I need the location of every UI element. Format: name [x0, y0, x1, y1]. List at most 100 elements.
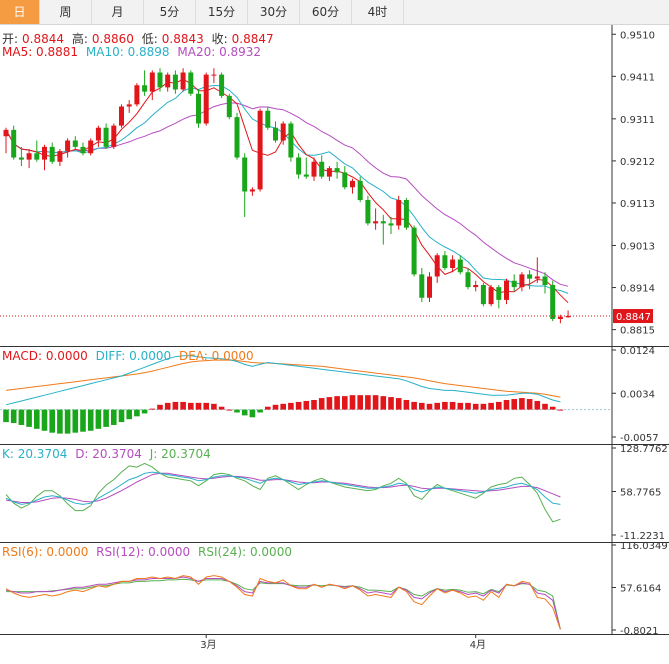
kdj-info: K: 20.3704 D: 20.3704 J: 20.3704: [2, 447, 215, 461]
tab-4[interactable]: 15分: [196, 0, 248, 24]
macd-bar-49: [380, 396, 387, 410]
candle-body-68: [527, 274, 533, 279]
macd-bar-55: [426, 403, 433, 410]
candle-body-30: [234, 117, 240, 158]
candle-body-54: [419, 274, 425, 298]
candle-body-4: [34, 153, 40, 160]
rsi-tick-label-2: -0.8021: [620, 626, 659, 637]
d-value: D: 20.3704: [75, 447, 142, 461]
candle-body-31: [242, 157, 248, 192]
candle-body-29: [226, 95, 232, 118]
macd-bar-1: [10, 409, 17, 424]
rsi-tick-label-1: 57.6164: [620, 584, 661, 595]
price-tick-label-3: 0.9212: [620, 157, 655, 168]
macd-bar-70: [542, 403, 548, 410]
candle-body-56: [434, 255, 440, 277]
tab-0[interactable]: 日: [0, 0, 40, 24]
tab-1[interactable]: 周: [40, 0, 92, 24]
candle-body-36: [280, 123, 286, 141]
kdj-tick-label-2: -11.2231: [620, 531, 665, 542]
candle-body-9: [72, 140, 78, 147]
macd-bar-38: [295, 401, 302, 410]
macd-bar-36: [280, 403, 286, 410]
tab-2[interactable]: 月: [92, 0, 144, 24]
candle-body-14: [111, 125, 117, 147]
period-tabs: 日周月 5分 15分 30分 60分 4时: [0, 0, 669, 25]
tab-5[interactable]: 30分: [248, 0, 300, 24]
diff-line: [5, 355, 561, 406]
macd-bar-61: [472, 403, 479, 410]
macd-bar-2: [18, 409, 25, 425]
candle-body-33: [257, 110, 263, 190]
macd-bar-39: [303, 400, 310, 410]
macd-bar-7: [57, 409, 63, 434]
candle-body-16: [126, 104, 132, 107]
candle-body-65: [504, 280, 509, 300]
candle-body-50: [388, 223, 394, 226]
macd-bar-72: [557, 409, 564, 411]
candle-body-25: [196, 93, 201, 124]
candle-body-73: [565, 316, 571, 318]
macd-bar-47: [365, 395, 371, 410]
macd-bar-33: [257, 409, 263, 413]
d-line: [5, 472, 561, 503]
macd-bar-35: [272, 404, 279, 410]
tab-7[interactable]: 4时: [352, 0, 404, 24]
macd-bar-57: [442, 401, 448, 410]
tab-6[interactable]: 60分: [300, 0, 352, 24]
macd-bar-26: [203, 402, 209, 410]
macd-bar-64: [496, 401, 502, 410]
macd-bar-53: [411, 401, 417, 410]
macd-bar-11: [87, 409, 94, 431]
rsi6-line: [5, 575, 561, 630]
high-value: 0.8860: [91, 32, 134, 46]
candle-body-2: [18, 157, 24, 160]
candle-body-69: [534, 276, 540, 279]
ma5-value: MA5: 0.8881: [2, 45, 79, 59]
rsi24-line: [6, 578, 561, 630]
macd-value: MACD: 0.0000: [2, 349, 88, 363]
candle-body-24: [188, 72, 194, 94]
candle-body-45: [350, 180, 355, 188]
x-tick-label-1: 4月: [470, 639, 486, 651]
macd-bar-18: [141, 409, 148, 414]
candle-body-20: [157, 72, 163, 88]
macd-bar-50: [388, 397, 394, 410]
macd-bar-71: [549, 406, 556, 410]
macd-bar-37: [288, 402, 294, 410]
macd-bar-4: [34, 409, 40, 429]
macd-bar-48: [372, 395, 379, 410]
macd-bar-46: [357, 395, 363, 410]
rsi12-value: RSI(12): 0.0000: [96, 545, 191, 559]
macd-bar-10: [80, 409, 86, 432]
open-label: 开:: [2, 32, 19, 46]
k-value: K: 20.3704: [2, 447, 68, 461]
candle-body-19: [149, 72, 155, 92]
candle-body-72: [557, 316, 563, 319]
stock-chart: 0.9510 0.9411 0.9311 0.9212 0.9113 0.9013 0.89…: [0, 25, 669, 651]
candle-body-38: [296, 157, 302, 175]
candle-body-58: [450, 259, 456, 268]
macd-bar-42: [326, 397, 333, 410]
macd-bar-9: [72, 409, 79, 433]
rsi24-value: RSI(24): 0.0000: [197, 545, 292, 559]
macd-bar-8: [64, 409, 71, 434]
macd-tick-label-2: -0.0057: [620, 433, 659, 444]
macd-bar-21: [164, 402, 171, 410]
rsi-tick-label-0: 116.0349: [620, 541, 668, 552]
macd-bar-66: [511, 399, 517, 410]
low-value: 0.8843: [161, 32, 204, 46]
macd-bar-41: [318, 398, 325, 410]
tab-3[interactable]: 5分: [144, 0, 196, 24]
candle-body-60: [465, 272, 471, 288]
macd-bar-68: [526, 399, 533, 410]
macd-bar-59: [457, 402, 464, 410]
ma5-line: [5, 78, 569, 304]
candle-body-8: [65, 140, 71, 152]
macd-bar-23: [180, 401, 186, 410]
k-line: [5, 471, 561, 505]
close-label: 收:: [211, 32, 228, 46]
price-tick-label-7: 0.8815: [620, 326, 655, 337]
candle-body-12: [95, 127, 101, 141]
candle-body-47: [365, 200, 371, 224]
